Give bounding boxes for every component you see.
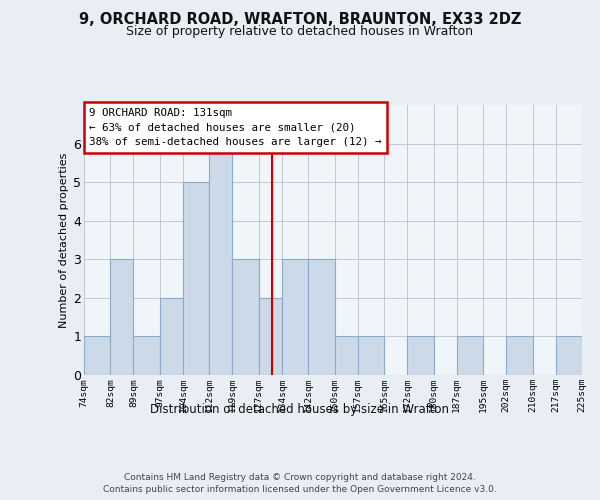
Text: Size of property relative to detached houses in Wrafton: Size of property relative to detached ho… [127, 25, 473, 38]
Text: 9, ORCHARD ROAD, WRAFTON, BRAUNTON, EX33 2DZ: 9, ORCHARD ROAD, WRAFTON, BRAUNTON, EX33… [79, 12, 521, 28]
Text: Distribution of detached houses by size in Wrafton: Distribution of detached houses by size … [151, 402, 449, 415]
Bar [407, 336, 434, 375]
Bar [457, 336, 483, 375]
Bar [506, 336, 533, 375]
Bar [556, 336, 582, 375]
Bar [259, 298, 282, 375]
Bar [160, 298, 183, 375]
Bar [133, 336, 160, 375]
Bar [232, 260, 259, 375]
Text: 9 ORCHARD ROAD: 131sqm
← 63% of detached houses are smaller (20)
38% of semi-det: 9 ORCHARD ROAD: 131sqm ← 63% of detached… [89, 108, 382, 148]
Bar [209, 144, 232, 375]
Bar [110, 260, 133, 375]
Bar [335, 336, 358, 375]
Bar [282, 260, 308, 375]
Bar [84, 336, 110, 375]
Bar [183, 182, 209, 375]
Text: Contains HM Land Registry data © Crown copyright and database right 2024.
Contai: Contains HM Land Registry data © Crown c… [103, 472, 497, 494]
Bar [358, 336, 384, 375]
Y-axis label: Number of detached properties: Number of detached properties [59, 152, 69, 328]
Bar [308, 260, 335, 375]
